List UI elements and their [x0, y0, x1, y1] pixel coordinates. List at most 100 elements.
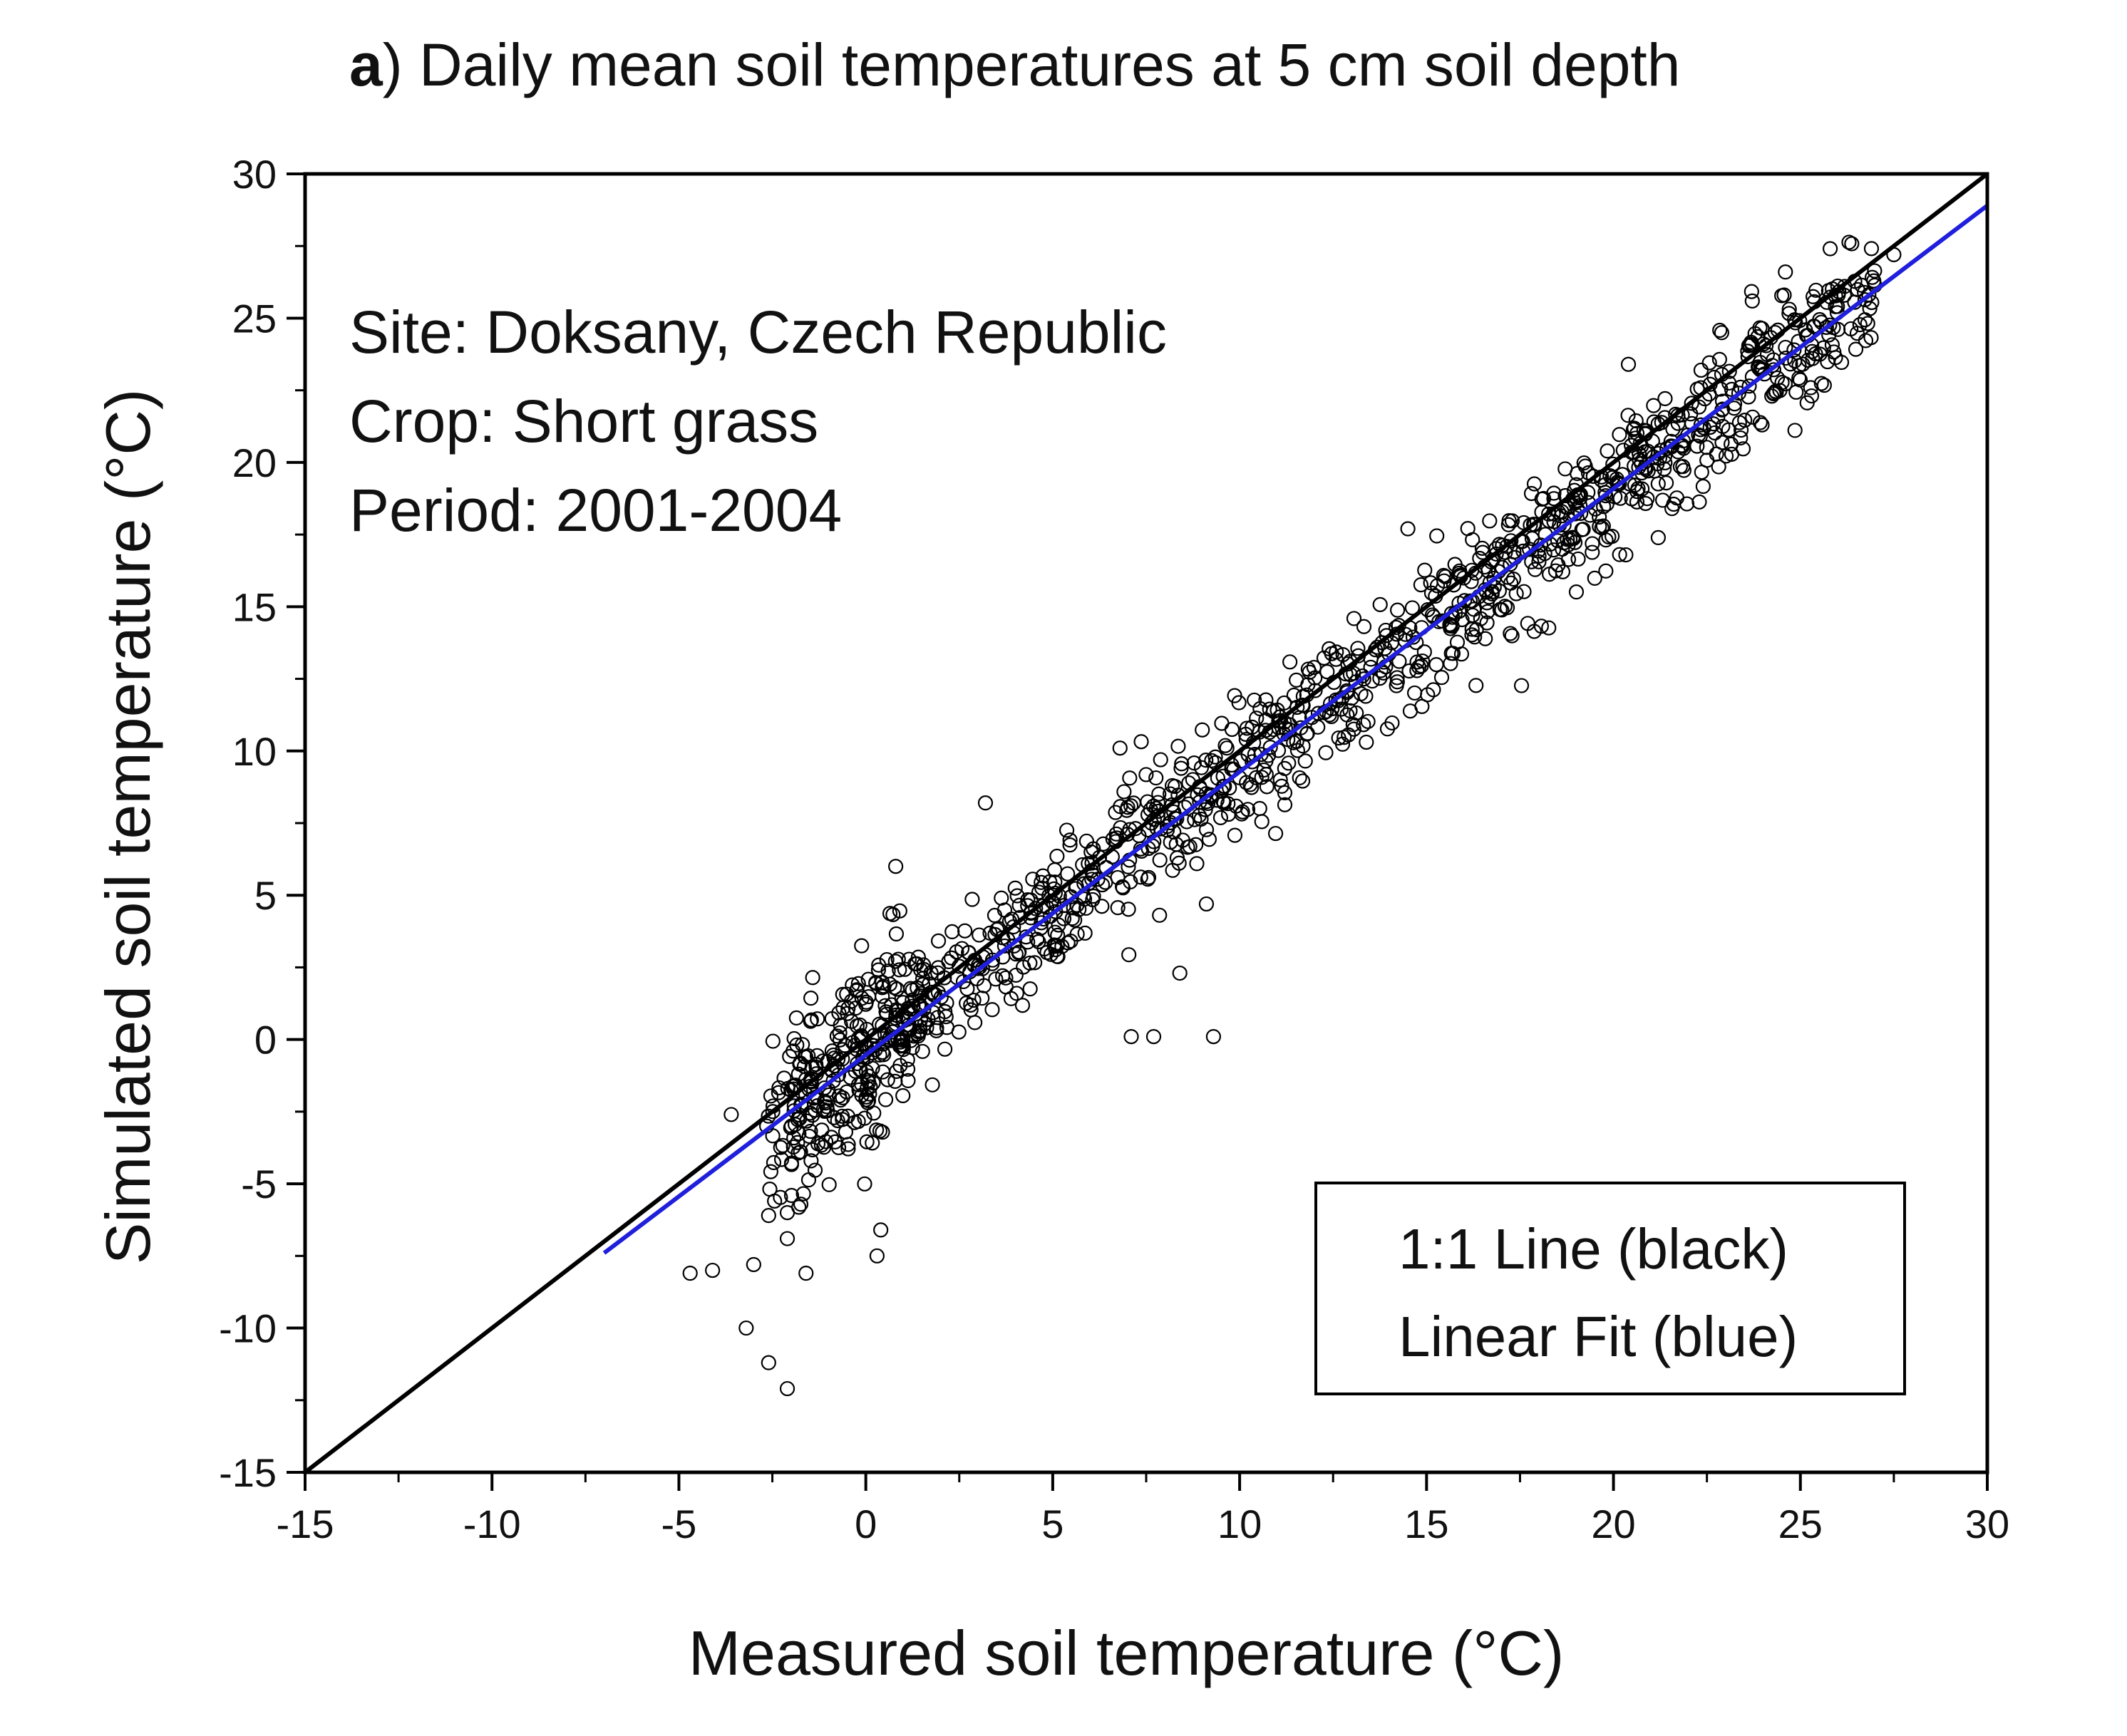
- data-point: [887, 954, 903, 969]
- data-point: [929, 1023, 944, 1038]
- data-point: [1059, 822, 1075, 838]
- data-point: [1391, 653, 1407, 669]
- data-point: [1444, 619, 1460, 634]
- data-point: [1034, 874, 1049, 890]
- data-point: [803, 1123, 818, 1140]
- data-point: [963, 1002, 979, 1018]
- data-point: [1188, 837, 1204, 852]
- data-point: [838, 1124, 854, 1140]
- data-point: [788, 1117, 803, 1132]
- data-point: [1011, 897, 1027, 914]
- chart-title-letter: a: [349, 31, 383, 98]
- data-point: [1841, 234, 1857, 250]
- data-point: [1620, 356, 1637, 372]
- data-point: [900, 1061, 916, 1077]
- data-point: [966, 993, 982, 1008]
- data-point: [976, 978, 992, 993]
- data-point: [1091, 849, 1108, 865]
- data-point: [1672, 459, 1689, 475]
- data-point: [857, 1176, 872, 1192]
- data-point: [1349, 705, 1364, 721]
- data-point: [994, 890, 1009, 906]
- data-point: [1526, 624, 1542, 639]
- data-point: [1292, 770, 1307, 786]
- data-point: [1400, 521, 1416, 537]
- data-point: [1172, 965, 1188, 981]
- data-point: [1025, 872, 1041, 887]
- data-point: [1774, 288, 1790, 304]
- data-point: [1356, 671, 1371, 687]
- data-point: [1625, 422, 1642, 438]
- data-point: [1145, 798, 1161, 814]
- data-point: [1271, 713, 1287, 729]
- data-point: [1852, 317, 1868, 333]
- data-point: [1689, 438, 1705, 454]
- data-point: [830, 1140, 847, 1155]
- data-point: [1798, 322, 1813, 338]
- data-point: [1316, 650, 1332, 666]
- data-point: [1866, 273, 1882, 289]
- data-point: [1668, 406, 1684, 422]
- data-point: [1721, 422, 1736, 438]
- data-point: [1795, 356, 1811, 372]
- x-tick-label: -15: [277, 1502, 334, 1546]
- annotation-crop: Crop: Short grass: [349, 388, 818, 455]
- data-point: [900, 1073, 916, 1089]
- data-point: [779, 1380, 795, 1397]
- data-point: [1735, 441, 1751, 457]
- data-point: [1714, 325, 1729, 341]
- y-tick-label: 20: [232, 440, 277, 485]
- data-point: [955, 973, 972, 990]
- data-point: [1289, 743, 1305, 758]
- data-point: [851, 1082, 867, 1097]
- data-point: [1379, 721, 1396, 737]
- data-point: [1756, 336, 1771, 352]
- data-point: [1447, 557, 1463, 572]
- data-point: [773, 1140, 788, 1155]
- legend-box: 1:1 Line (black) Linear Fit (blue): [1314, 1182, 1906, 1395]
- data-point: [1267, 825, 1284, 842]
- data-point: [1598, 563, 1614, 579]
- data-point: [1657, 391, 1673, 406]
- data-point: [1231, 695, 1247, 711]
- data-point: [1627, 477, 1643, 493]
- data-point: [1416, 644, 1432, 660]
- data-point: [1456, 570, 1472, 586]
- data-point: [815, 1102, 831, 1117]
- data-point: [982, 925, 998, 941]
- data-point: [1256, 762, 1272, 778]
- data-point: [1766, 386, 1782, 401]
- data-point: [1167, 810, 1183, 827]
- data-point: [972, 927, 987, 943]
- data-point: [1342, 703, 1358, 718]
- data-point: [1850, 281, 1865, 297]
- data-point: [1389, 670, 1405, 686]
- chart-title: a) Daily mean soil temperatures at 5 cm …: [349, 31, 1680, 98]
- data-point: [1258, 723, 1274, 738]
- data-point: [951, 959, 967, 974]
- data-point: [1011, 944, 1027, 960]
- data-point: [1282, 654, 1298, 670]
- data-point: [1094, 899, 1110, 914]
- data-point: [892, 1058, 908, 1073]
- data-point: [1585, 544, 1600, 560]
- data-point: [1646, 398, 1662, 413]
- data-point: [1822, 241, 1838, 257]
- data-point: [887, 980, 902, 996]
- data-point: [1116, 784, 1132, 800]
- data-point: [913, 962, 929, 978]
- data-point: [1151, 786, 1167, 802]
- data-point: [1585, 536, 1600, 552]
- data-point: [1084, 855, 1100, 871]
- data-point: [866, 1105, 882, 1121]
- data-point: [1808, 282, 1824, 298]
- data-point: [1525, 517, 1542, 532]
- data-point: [1145, 1029, 1162, 1045]
- data-point: [1467, 629, 1483, 645]
- data-point: [1404, 600, 1420, 616]
- data-point: [1173, 760, 1189, 776]
- data-point: [1712, 322, 1728, 339]
- data-point: [1121, 901, 1136, 917]
- y-tick-label: 5: [254, 873, 277, 918]
- data-point: [771, 1085, 786, 1100]
